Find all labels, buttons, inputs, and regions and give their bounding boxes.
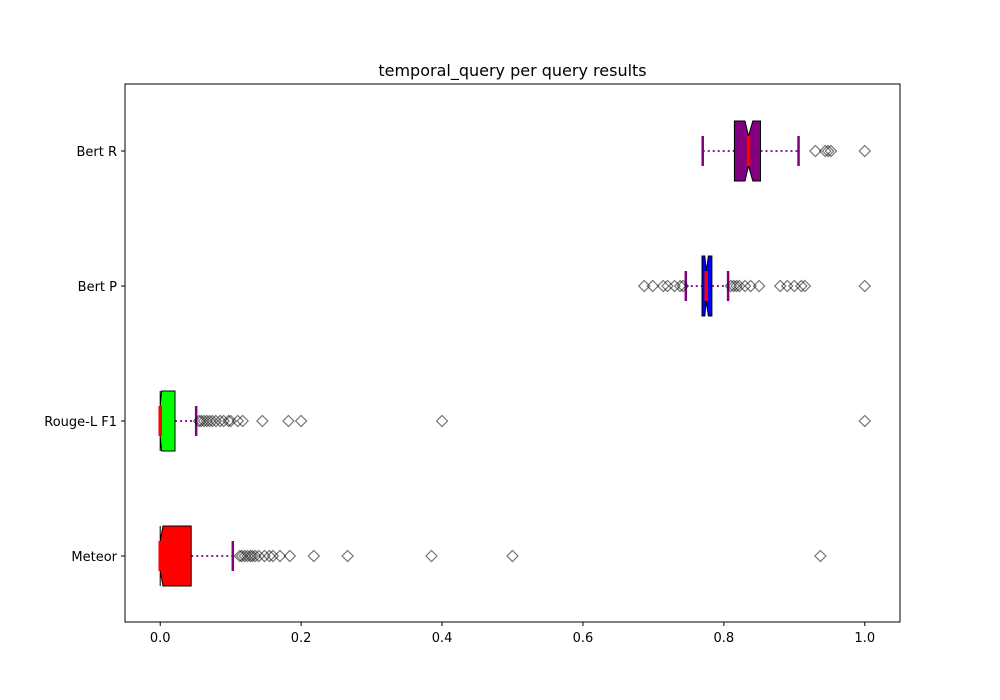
box-group-meteor	[158, 525, 827, 587]
outlier-point	[656, 279, 670, 293]
plot-area	[158, 120, 872, 587]
outlier-point	[244, 549, 257, 563]
axes-frame	[124, 83, 901, 623]
outlier-point	[307, 549, 321, 563]
x-tick-label: 0.6	[573, 631, 594, 646]
box	[159, 390, 176, 452]
outlier-point	[194, 414, 208, 428]
outlier-point	[744, 279, 757, 293]
outlier-point	[235, 549, 249, 563]
x-tick-label: 0.4	[432, 631, 453, 646]
outlier-point	[283, 549, 297, 563]
outlier-point	[294, 414, 308, 428]
outlier-point	[730, 279, 743, 293]
outlier-point	[646, 279, 660, 293]
outlier-point	[798, 279, 812, 293]
outlier-point	[727, 279, 741, 293]
outlier-point	[673, 279, 687, 293]
outlier-point	[341, 549, 354, 563]
outlier-point	[818, 144, 832, 158]
outlier-point	[256, 414, 269, 428]
x-axis: 0.0 0.2 0.4 0.6 0.8 1.0	[150, 622, 875, 646]
outlier-point	[273, 549, 287, 563]
outlier-point	[506, 549, 519, 563]
outlier-point	[246, 549, 259, 563]
outlier-point	[738, 279, 752, 293]
x-tick-label: 0.8	[714, 631, 735, 646]
y-tick-label: Meteor	[71, 550, 117, 565]
outlier-point	[821, 144, 835, 158]
chart-title: temporal_query per query results	[378, 61, 646, 81]
x-tick-label: 0.2	[291, 631, 312, 646]
outlier-point	[809, 144, 822, 158]
x-tick-label: 0.0	[150, 631, 171, 646]
box	[159, 525, 192, 587]
outlier-point	[733, 279, 746, 293]
outlier-point	[668, 279, 681, 293]
outlier-point	[637, 279, 651, 293]
outlier-point	[425, 549, 438, 563]
outlier-point	[858, 414, 872, 428]
x-tick-label: 1.0	[854, 631, 875, 646]
outlier-point	[248, 549, 262, 563]
outlier-point	[231, 414, 245, 428]
outlier-point	[282, 414, 295, 428]
y-tick-label: Bert P	[78, 280, 117, 295]
outlier-point	[200, 414, 214, 428]
box-group-rouge-l-f1	[158, 390, 872, 452]
outlier-point	[236, 414, 250, 428]
outlier-point	[724, 279, 738, 293]
outlier-point	[676, 279, 690, 293]
y-tick-label: Rouge-L F1	[44, 415, 117, 430]
box-group-bert-p	[637, 255, 872, 317]
outlier-point	[795, 279, 808, 293]
outlier-point	[858, 144, 872, 158]
y-axis: Meteor Rouge-L F1 Bert P Bert R	[44, 145, 125, 565]
outlier-point	[814, 549, 827, 563]
outlier-point	[752, 279, 766, 293]
outlier-point	[213, 414, 227, 428]
y-tick-label: Bert R	[76, 145, 117, 160]
outlier-point	[435, 414, 449, 428]
box-group-bert-r	[701, 120, 872, 182]
outlier-point	[252, 549, 266, 563]
outlier-point	[858, 279, 872, 293]
outlier-point	[222, 414, 235, 428]
outlier-point	[263, 549, 276, 563]
outlier-point	[258, 549, 271, 563]
outlier-point	[824, 144, 838, 158]
outlier-point	[203, 414, 216, 428]
outlier-point	[197, 414, 211, 428]
